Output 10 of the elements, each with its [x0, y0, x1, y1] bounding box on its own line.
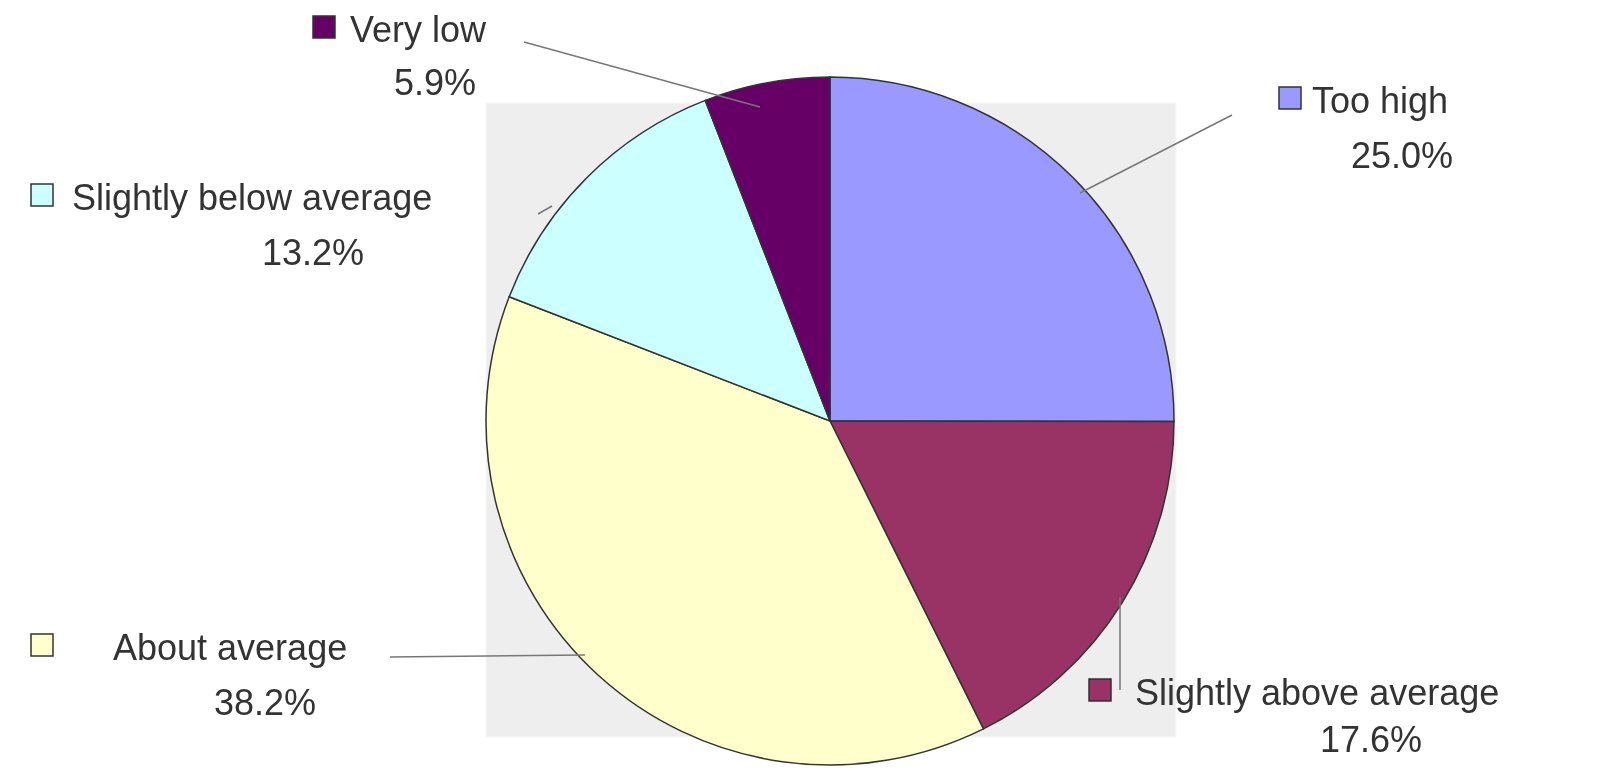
- data-label: 25.0%: [1350, 135, 1454, 176]
- legend-label: Too high: [1312, 80, 1449, 121]
- data-label: 17.6%: [1319, 719, 1423, 760]
- data-label: 13.2%: [261, 232, 365, 273]
- legend-label: Slightly above average: [1135, 672, 1500, 713]
- legend-label: About average: [113, 627, 348, 668]
- legend-label: Slightly below average: [72, 177, 433, 218]
- legend-label: Very low: [350, 9, 488, 50]
- data-label: 38.2%: [213, 682, 317, 723]
- data-label: 5.9%: [393, 62, 477, 103]
